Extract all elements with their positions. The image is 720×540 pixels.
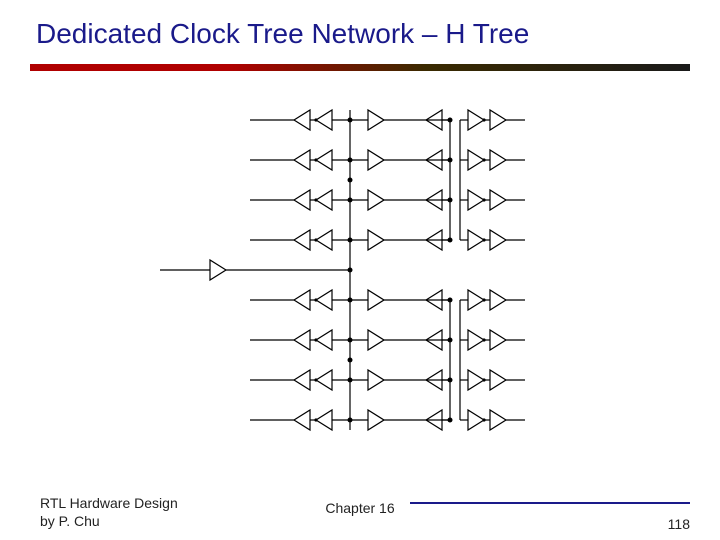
footer-rule bbox=[410, 502, 690, 504]
page-title: Dedicated Clock Tree Network – H Tree bbox=[36, 18, 529, 50]
footer-page-number: 118 bbox=[668, 516, 690, 532]
h-tree-diagram bbox=[120, 90, 540, 450]
title-rule bbox=[30, 64, 690, 71]
